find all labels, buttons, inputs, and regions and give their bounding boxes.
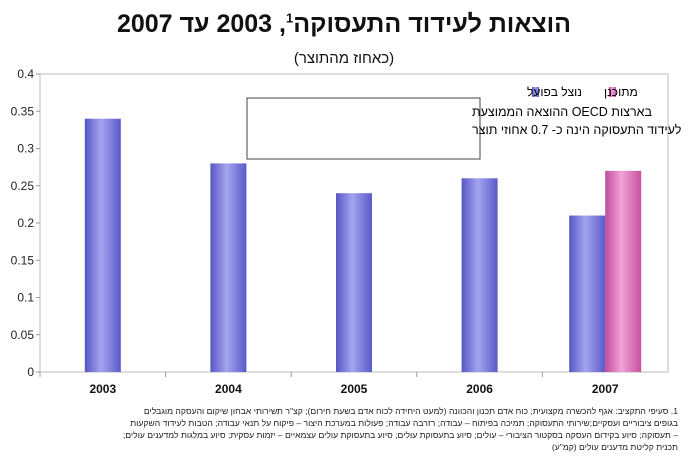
- legend: מתוכנן נוצל בפועל: [527, 85, 638, 99]
- bar-actual: [336, 193, 372, 372]
- bar-planned: [605, 170, 642, 372]
- footnote-line: תכנית קליטת מדענים עולים (קמ"ע): [551, 442, 678, 452]
- y-tick-label: 0.25: [11, 179, 35, 193]
- footnote-line: – תעסוקה; סיוע בקידום העסקה בסקטור הציבו…: [122, 430, 678, 440]
- y-axis: 0 0.05 0.1 0.15 0.2 0.25 0.3 0.35 0.4: [11, 67, 40, 379]
- chart-subtitle: (כאחוז מהתוצר): [293, 50, 395, 67]
- x-tick-label: 2003: [89, 382, 116, 396]
- y-tick-label: 0.3: [17, 142, 34, 156]
- bar-actual: [461, 178, 498, 372]
- y-tick-label: 0.4: [17, 67, 34, 81]
- y-tick-label: 0.1: [17, 291, 34, 305]
- y-tick-label: 0: [27, 365, 34, 379]
- x-tick-label: 2004: [215, 382, 242, 396]
- bar-actual: [569, 215, 606, 372]
- bar-actual: [210, 163, 247, 372]
- x-tick-label: 2006: [466, 382, 493, 396]
- annotation-line-2: לעידוד התעסוקה הינה כ- 0.7 אחוזי תוצר: [472, 123, 682, 137]
- y-tick-label: 0.05: [11, 328, 35, 342]
- title-rest: , 2003 עד 2007: [116, 10, 286, 38]
- annotation-line-1: בארצות OECD ההוצאה הממוצעת: [472, 105, 653, 119]
- legend-label-actual: נוצל בפועל: [527, 85, 582, 99]
- footnote-line: 1. סעיפי התקציב: אגף להכשרה מקצועית; כוח…: [143, 406, 678, 416]
- title-main: הוצאות לעידוד התעסוקה: [293, 10, 572, 38]
- legend-swatch-planned: [609, 87, 616, 97]
- chart-title-wrap: הוצאות לעידוד התעסוקה1, 2003 עד 2007: [0, 10, 688, 39]
- legend-swatch-actual: [532, 87, 539, 97]
- chart-title: הוצאות לעידוד התעסוקה1, 2003 עד 2007: [117, 10, 571, 38]
- y-tick-label: 0.15: [11, 253, 35, 267]
- annotation-box: בארצות OECD ההוצאה הממוצעת לעידוד התעסוק…: [246, 97, 682, 160]
- x-axis: 2003 2004 2005 2006 2007: [39, 372, 619, 396]
- footnote: 1. סעיפי התקציב: אגף להכשרה מקצועית; כוח…: [10, 405, 678, 453]
- footnote-line: בגופים ציבוריים ועסקיים;שירותי התעסוקה; …: [130, 418, 678, 428]
- legend-label-planned: מתוכנן: [604, 85, 638, 99]
- y-tick-label: 0.2: [17, 216, 34, 230]
- y-tick-label: 0.35: [11, 104, 35, 118]
- bar-chart: 00.050.10.150.20.250.30.350.4 2003 2004 20…: [11, 67, 682, 396]
- x-tick-label: 2007: [592, 382, 619, 396]
- x-tick-label: 2005: [341, 382, 368, 396]
- bar-actual: [84, 118, 121, 372]
- bars: [84, 118, 642, 372]
- title-superscript: 1: [286, 10, 294, 26]
